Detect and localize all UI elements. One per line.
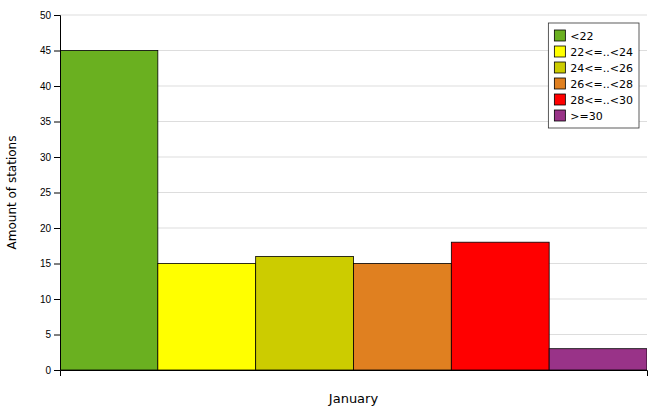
y-tick: 0	[45, 365, 60, 376]
y-axis: 0 5 10 15 20 25 30 35 40 45 50	[40, 10, 61, 376]
y-tick-mark	[54, 86, 60, 87]
y-tick-mark	[54, 228, 60, 229]
legend-item: 26<=..<28	[554, 78, 633, 91]
y-tick-label: 15	[40, 258, 52, 269]
legend-item: 24<=..<26	[554, 62, 633, 75]
y-tick-label: 25	[40, 187, 52, 198]
y-tick-mark	[54, 193, 60, 194]
y-tick-label: 20	[40, 223, 52, 234]
y-tick: 25	[40, 187, 60, 198]
x-axis-title: January	[328, 391, 379, 406]
bar	[549, 349, 647, 370]
legend-item: 22<=..<24	[554, 46, 633, 59]
bar	[158, 264, 256, 371]
legend-label: 28<=..<30	[570, 94, 633, 107]
legend-swatch	[554, 110, 565, 121]
legend-label: <22	[570, 30, 593, 43]
bar	[354, 264, 452, 371]
legend-swatch	[554, 46, 565, 57]
y-tick-label: 5	[45, 329, 51, 340]
grid-line	[60, 15, 647, 16]
x-axis	[61, 371, 648, 377]
y-tick: 45	[40, 45, 60, 56]
y-tick-label: 50	[40, 10, 52, 21]
y-tick: 30	[40, 152, 60, 163]
grid	[60, 15, 647, 370]
y-tick: 20	[40, 223, 60, 234]
y-tick-mark	[54, 299, 60, 300]
y-tick-mark	[54, 122, 60, 123]
bars	[60, 51, 647, 371]
y-tick: 10	[40, 294, 60, 305]
y-tick: 40	[40, 81, 60, 92]
plot: 0 5 10 15 20 25 30 35 40 45 50 <22 22<=..<24 24<=..<2…	[40, 10, 648, 376]
legend-swatch	[554, 94, 565, 105]
y-tick: 50	[40, 10, 60, 21]
y-tick-mark	[54, 51, 60, 52]
legend-label: 24<=..<26	[570, 62, 633, 75]
y-tick-label: 0	[45, 365, 51, 376]
legend-swatch	[554, 78, 565, 89]
legend-item: 28<=..<30	[554, 94, 633, 107]
legend-swatch	[554, 62, 565, 73]
chart: 0 5 10 15 20 25 30 35 40 45 50 <22 22<=..<24 24<=..<2…	[0, 0, 667, 415]
legend-item: >=30	[554, 110, 602, 123]
y-tick-mark	[54, 335, 60, 336]
y-tick-mark	[54, 15, 60, 16]
y-tick-mark	[54, 370, 60, 371]
y-tick: 15	[40, 258, 60, 269]
bar	[60, 51, 158, 371]
x-axis-line	[61, 371, 648, 377]
legend: <22 22<=..<24 24<=..<26 26<=..<28 28<=..<30 >…	[548, 23, 639, 128]
legend-box	[548, 23, 639, 128]
y-axis-line	[54, 16, 61, 371]
legend-item: <22	[554, 30, 593, 43]
y-tick-label: 35	[40, 116, 52, 127]
y-tick-mark	[54, 264, 60, 265]
y-tick-label: 40	[40, 81, 52, 92]
legend-label: 22<=..<24	[570, 46, 633, 59]
y-tick: 5	[45, 329, 60, 340]
legend-label: >=30	[570, 110, 602, 123]
y-tick-label: 45	[40, 45, 52, 56]
bar	[256, 256, 354, 370]
legend-swatch	[554, 30, 565, 41]
y-tick-mark	[54, 157, 60, 158]
y-axis-title: Amount of stations	[5, 136, 19, 250]
bar	[451, 242, 549, 370]
y-tick: 35	[40, 116, 60, 127]
y-tick-label: 30	[40, 152, 52, 163]
legend-label: 26<=..<28	[570, 78, 633, 91]
y-tick-label: 10	[40, 294, 52, 305]
